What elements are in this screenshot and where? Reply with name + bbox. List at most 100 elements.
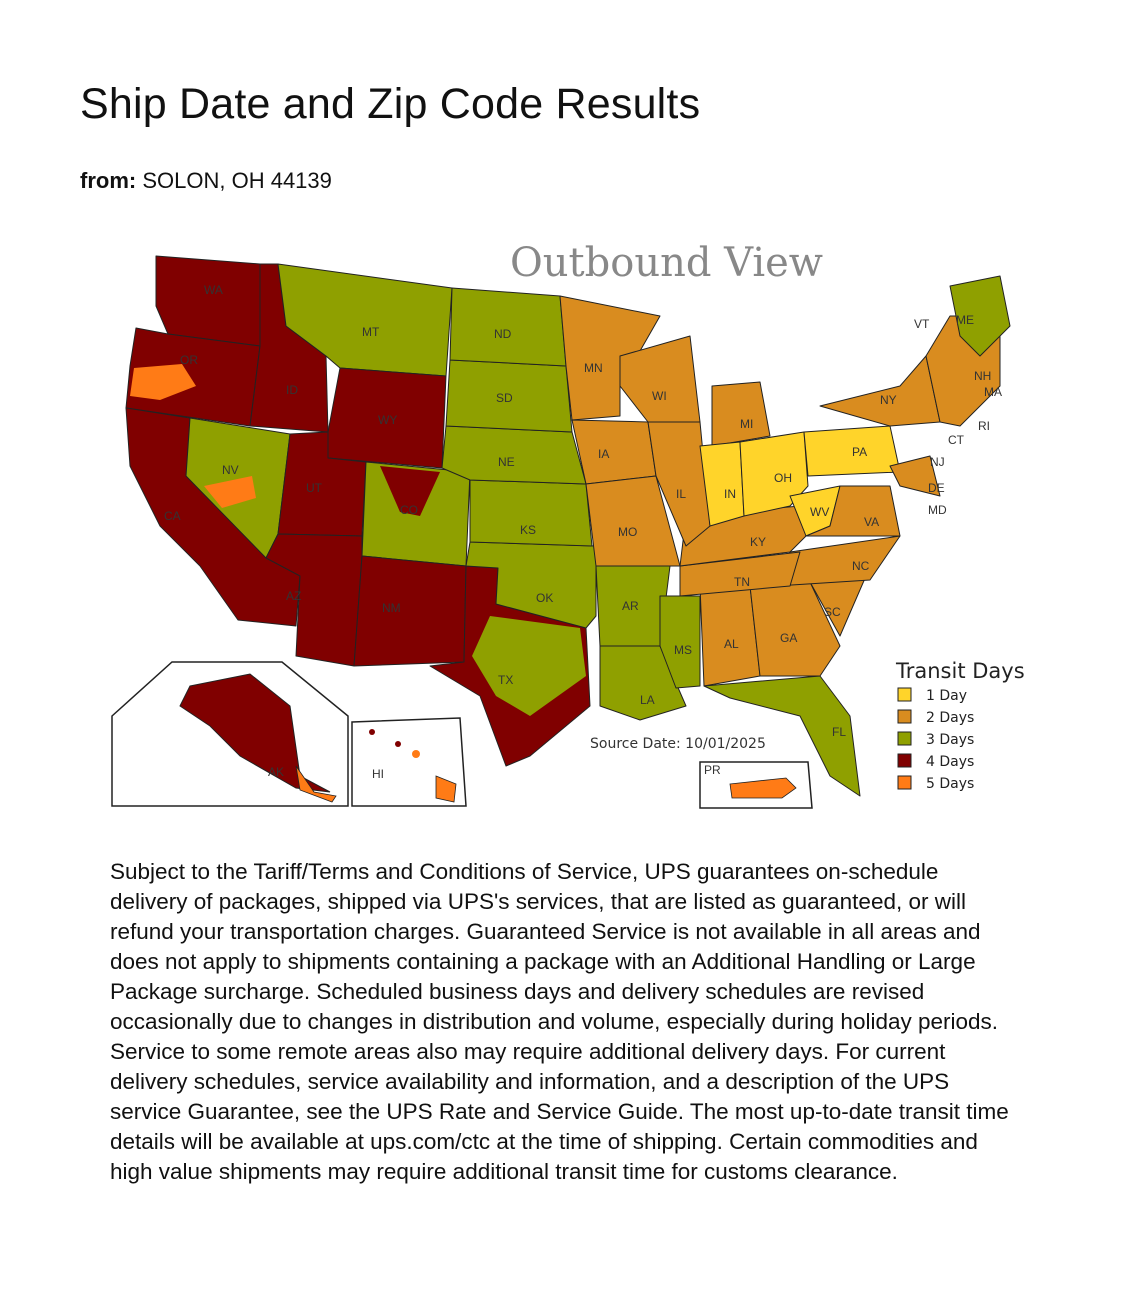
state-tn	[679, 551, 801, 597]
legend-label-1: 1 Day	[926, 688, 967, 704]
label-nj: NJ	[930, 455, 945, 469]
label-mo: MO	[618, 525, 637, 539]
state-ia	[571, 419, 657, 485]
label-hi: HI	[372, 767, 384, 781]
state-mn	[559, 295, 661, 421]
label-az: AZ	[286, 589, 301, 603]
label-or: OR	[180, 353, 198, 367]
label-ga: GA	[780, 631, 797, 645]
state-co-4day	[380, 466, 440, 516]
label-id: ID	[286, 383, 298, 397]
disclaimer-text: Subject to the Tariff/Terms and Conditio…	[110, 859, 1009, 1184]
legend-label-2: 2 Days	[926, 710, 974, 726]
legend-swatch-1	[897, 687, 912, 702]
state-fl	[703, 675, 861, 797]
legend-label-4: 4 Days	[926, 754, 974, 770]
state-tx-3day	[472, 616, 586, 716]
label-mt: MT	[362, 325, 380, 339]
label-ia: IA	[598, 447, 609, 461]
legend-swatch-5	[897, 775, 912, 790]
label-tn: TN	[734, 575, 750, 589]
alaska-inset: AK	[111, 661, 349, 807]
label-il: IL	[676, 487, 686, 501]
origin-line: from: SOLON, OH 44139	[80, 168, 332, 194]
label-me: ME	[956, 313, 974, 327]
label-ar: AR	[622, 599, 639, 613]
legend-item-2: 2 Days	[897, 709, 974, 726]
state-nv-5day	[204, 476, 256, 508]
label-ak: AK	[268, 765, 284, 779]
state-mi	[711, 381, 771, 447]
label-pr: PR	[704, 763, 721, 777]
label-wv: WV	[810, 505, 829, 519]
legend-item-3: 3 Days	[897, 731, 974, 748]
legend: Transit Days 1 Day 2 Days 3 Days 4 Days …	[895, 659, 1025, 792]
legend-swatch-4	[897, 753, 912, 768]
label-pa: PA	[852, 445, 867, 459]
label-ri: RI	[978, 419, 990, 433]
label-wi: WI	[652, 389, 667, 403]
legend-swatch-2	[897, 709, 912, 724]
state-or-5day	[130, 364, 196, 400]
label-ok: OK	[536, 591, 553, 605]
label-md: MD	[928, 503, 947, 517]
state-wy	[327, 367, 447, 469]
label-mn: MN	[584, 361, 603, 375]
label-ms: MS	[674, 643, 692, 657]
label-nc: NC	[852, 559, 870, 573]
label-ne: NE	[498, 455, 515, 469]
legend-label-3: 3 Days	[926, 732, 974, 748]
label-al: AL	[724, 637, 739, 651]
state-al	[699, 585, 761, 687]
label-tx: TX	[498, 673, 513, 687]
state-nm	[353, 555, 467, 667]
origin-address: SOLON, OH 44139	[142, 168, 332, 193]
puerto-rico-inset: PR	[699, 761, 813, 809]
label-vt: VT	[914, 317, 930, 331]
state-az	[265, 533, 363, 667]
source-date: Source Date: 10/01/2025	[590, 736, 766, 752]
state-ms	[659, 595, 701, 689]
label-ky: KY	[750, 535, 766, 549]
state-me	[949, 275, 1011, 357]
page-title: Ship Date and Zip Code Results	[80, 80, 701, 128]
legend-item-4: 4 Days	[897, 753, 974, 770]
transit-map: Outbound View	[100, 236, 1040, 816]
hawaii-inset: HI	[351, 717, 467, 807]
legend-title: Transit Days	[895, 659, 1025, 683]
label-wy: WY	[378, 413, 397, 427]
label-ma: MA	[984, 385, 1002, 399]
label-va: VA	[864, 515, 879, 529]
state-wa	[155, 255, 261, 347]
label-oh: OH	[774, 471, 792, 485]
label-co: CO	[400, 503, 418, 517]
label-in: IN	[724, 487, 736, 501]
transit-map-svg: Outbound View	[111, 240, 1025, 809]
state-ny	[819, 355, 941, 427]
label-nd: ND	[494, 327, 512, 341]
state-md-de	[889, 455, 941, 497]
map-title: Outbound View	[510, 240, 823, 286]
state-va	[805, 485, 901, 537]
label-ct: CT	[948, 433, 965, 447]
legend-item-1: 1 Day	[897, 687, 967, 704]
legend-item-5: 5 Days	[897, 775, 974, 792]
label-nh: NH	[974, 369, 991, 383]
label-mi: MI	[740, 417, 753, 431]
state-la	[599, 645, 687, 721]
label-nm: NM	[382, 601, 401, 615]
legend-label-5: 5 Days	[926, 776, 974, 792]
label-ks: KS	[520, 523, 536, 537]
label-sc: SC	[824, 605, 841, 619]
state-wi	[619, 335, 701, 423]
label-sd: SD	[496, 391, 513, 405]
label-ut: UT	[306, 481, 323, 495]
label-ca: CA	[164, 509, 181, 523]
legend-swatch-3	[897, 731, 912, 746]
label-nv: NV	[222, 463, 239, 477]
label-la: LA	[640, 693, 655, 707]
label-ny: NY	[880, 393, 897, 407]
label-wa: WA	[204, 283, 223, 297]
label-fl: FL	[832, 725, 846, 739]
from-label: from:	[80, 168, 137, 193]
